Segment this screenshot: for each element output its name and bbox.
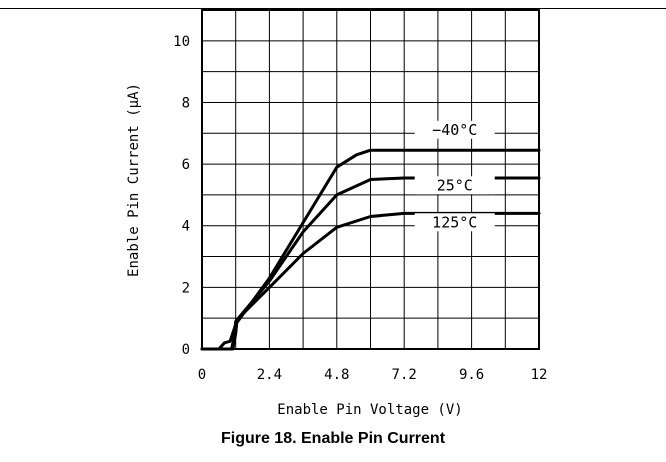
x-tick-label: 4.8 — [324, 367, 349, 383]
series-line — [200, 148, 541, 351]
x-tick-label: 0 — [198, 367, 206, 383]
x-tick-label: 7.2 — [392, 367, 417, 383]
x-tick-label: 12 — [531, 367, 548, 383]
y-tick-label: 10 — [173, 34, 190, 50]
x-tick-label: 2.4 — [257, 367, 282, 383]
series-label: 25°C — [437, 176, 473, 194]
series-label-background — [414, 213, 495, 232]
series-label-background — [414, 120, 495, 139]
x-axis-label: Enable Pin Voltage (V) — [277, 402, 462, 418]
series-label-background — [414, 176, 495, 195]
y-tick-label: 4 — [182, 219, 190, 235]
series-labels: −40°C 25°C 125°C — [414, 120, 495, 232]
figure-caption: Figure 18. Enable Pin Current — [220, 430, 446, 447]
y-tick-label: 2 — [182, 280, 190, 296]
y-tick-label: 6 — [182, 157, 190, 173]
top-rule — [0, 8, 666, 9]
series-label: −40°C — [432, 121, 477, 139]
grid — [202, 10, 539, 349]
x-tick-label: 9.6 — [459, 367, 484, 383]
series-label: 125°C — [432, 213, 477, 231]
chart: −40°C 25°C 125°C 0 2.4 4.8 7.2 9.6 12 0 2 4 6 8 10 En… — [126, 9, 547, 418]
y-tick-label: 8 — [182, 95, 190, 111]
y-tick-label: 0 — [182, 342, 190, 358]
y-axis-label: Enable Pin Current (μA) — [126, 83, 142, 277]
tick-labels: 0 2.4 4.8 7.2 9.6 12 0 2 4 6 8 10 — [173, 34, 547, 383]
